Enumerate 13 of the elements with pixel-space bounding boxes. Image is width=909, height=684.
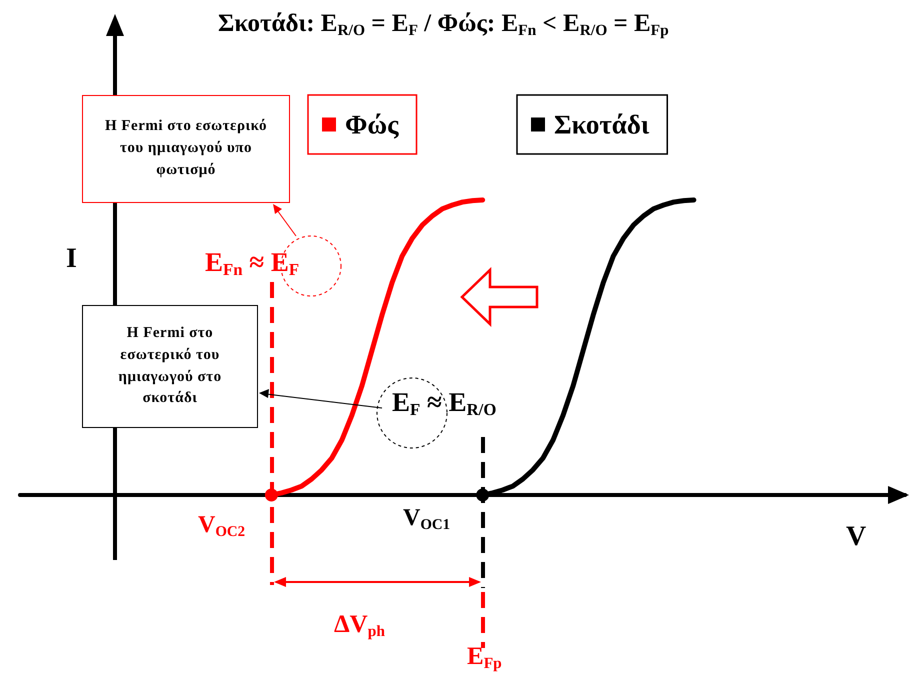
annotation: Η Fermi στο εσωτερικό του ημιαγωγού στο σκοτάδι — [82, 305, 258, 428]
annotation: E$_{Fn}$ ≈ E$_{F}$ — [205, 247, 300, 280]
text: V$_{OC2}$ — [198, 512, 246, 540]
text: ΔV$_{ph}$ — [334, 611, 385, 640]
y-axis-title: I — [66, 243, 77, 275]
text: V$_{OC1}$ — [403, 505, 450, 533]
annotation: E$_{F}$ ≈ E$_{R/O}$ — [392, 387, 496, 420]
chart-title: Σκοτάδι: E$_{R/O}$ = E$_{F}$ / Φώς: E$_{Fn}$ < E$_{R/O}$ = E$_{Fp}$ — [218, 10, 669, 39]
legend-label: Φώς — [345, 110, 400, 140]
text: Η Fermi στο εσωτερικό του ημιαγωγού υπο φωτισμό — [82, 95, 290, 203]
x-axis-title: V — [846, 521, 866, 553]
legend-label: Σκοτάδι — [554, 110, 650, 140]
text: E$_{Fp}$ — [467, 643, 502, 672]
